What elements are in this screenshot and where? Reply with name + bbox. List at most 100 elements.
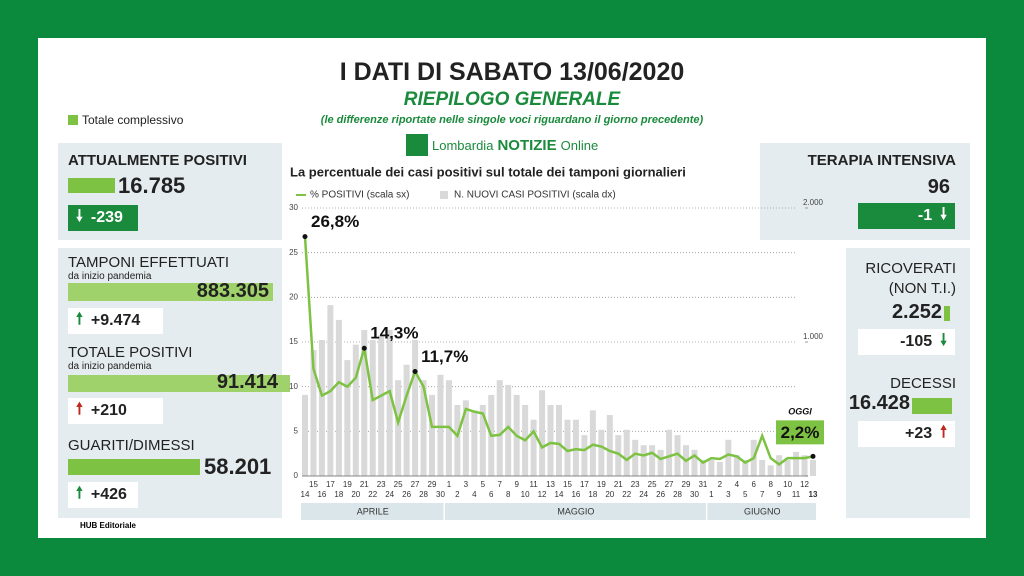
- x-tick-label: 9: [777, 490, 782, 499]
- bar: [640, 445, 647, 476]
- bar: [589, 410, 596, 476]
- x-tick-label: 13: [809, 490, 818, 499]
- x-tick-label: 13: [546, 480, 555, 489]
- bar: [657, 449, 664, 476]
- x-tick-label: 23: [631, 480, 640, 489]
- y-tick-label: 25: [289, 248, 298, 257]
- x-tick-label: 27: [665, 480, 674, 489]
- x-tick-label: 21: [360, 480, 369, 489]
- arrow-up: 🠕: [76, 484, 83, 502]
- x-tick-label: 14: [555, 490, 564, 499]
- data-label: 11,7%: [421, 347, 468, 366]
- x-tick-label: 19: [343, 480, 352, 489]
- note: (le differenze riportate nelle singole v…: [320, 114, 704, 126]
- point: [361, 345, 367, 351]
- data-label: 14,3%: [370, 324, 418, 343]
- delta: -1 🠗: [858, 203, 955, 229]
- x-tick-label: 5: [743, 490, 748, 499]
- point: [302, 234, 308, 240]
- bar: [674, 435, 681, 476]
- bar: [378, 335, 385, 476]
- x-tick-label: 8: [768, 480, 773, 489]
- subtitle: RIEPILOGO GENERALE: [403, 89, 621, 110]
- bar: [471, 410, 478, 476]
- bar: [742, 459, 749, 476]
- bar: [412, 339, 419, 476]
- stat-bar: [68, 459, 200, 475]
- x-tick-label: 26: [402, 490, 411, 499]
- month-band: [301, 503, 444, 520]
- bar: [784, 459, 791, 476]
- stat-title: GUARITI/DIMESSI: [68, 437, 195, 454]
- stat-title: TERAPIA INTENSIVA: [807, 152, 956, 169]
- bar: [572, 419, 579, 476]
- y-tick-label: 15: [289, 337, 298, 346]
- x-tick-label: 29: [682, 480, 691, 489]
- stat-title: TAMPONI EFFETTUATI: [68, 254, 230, 271]
- bar: [462, 400, 469, 476]
- bar: [547, 404, 554, 476]
- chart-title: La percentuale dei casi positivi sul tot…: [290, 164, 686, 179]
- delta-value: -239: [90, 209, 123, 226]
- x-tick-label: 25: [394, 480, 403, 489]
- x-tick-label: 2: [718, 480, 723, 489]
- stat-bar: [944, 306, 950, 321]
- bar: [361, 329, 368, 476]
- x-tick-label: 17: [580, 480, 589, 489]
- x-tick-label: 23: [377, 480, 386, 489]
- x-tick-label: 9: [514, 480, 519, 489]
- delta-value: -105: [900, 333, 933, 350]
- bar: [623, 429, 630, 476]
- x-tick-label: 1: [447, 480, 452, 489]
- stat-value: 58.201: [204, 454, 272, 479]
- stat-bar: [68, 283, 273, 301]
- x-tick-label: 3: [464, 480, 469, 489]
- bar: [454, 404, 461, 476]
- bar: [801, 455, 808, 476]
- delta-value: +426: [90, 486, 127, 503]
- line: [303, 236, 814, 466]
- x-tick-label: 20: [605, 490, 614, 499]
- bar: [310, 350, 317, 476]
- x-tick-label: 6: [752, 480, 757, 489]
- bar: [386, 329, 393, 476]
- bar: [496, 380, 503, 476]
- delta: 🠗 -239: [68, 205, 138, 231]
- delta: 🠕 +210: [68, 398, 163, 424]
- annotation: OGGI: [788, 407, 812, 417]
- y-tick-label: 20: [289, 292, 298, 301]
- legend-label: N. NUOVI CASI POSITIVI (scala dx): [454, 190, 616, 201]
- delta: -105 🠗: [858, 329, 955, 355]
- label-box: [776, 420, 824, 445]
- bar: [556, 404, 562, 476]
- bar: [318, 339, 325, 476]
- x-tick-label: 16: [571, 490, 580, 499]
- bar: [302, 394, 308, 476]
- point: [412, 368, 418, 374]
- x-tick-label: 24: [385, 490, 394, 499]
- delta-value: +23: [904, 425, 933, 442]
- bar: [767, 465, 774, 476]
- y-tick-label: 0: [294, 471, 299, 480]
- stat-value: 96: [927, 176, 950, 198]
- delta: +23 🠕: [858, 421, 955, 447]
- stat-title: (NON T.I.): [888, 280, 956, 297]
- stat-value: 883.305: [196, 280, 269, 302]
- x-tick-label: 22: [368, 490, 377, 499]
- brand-bold: NOTIZIE: [497, 136, 557, 154]
- bar: [539, 390, 546, 476]
- x-tick-label: 27: [411, 480, 420, 489]
- x-tick-label: 31: [698, 480, 707, 489]
- x-tick-label: 10: [783, 480, 792, 489]
- x-tick-label: 12: [800, 480, 809, 489]
- x-tick-label: 12: [538, 490, 547, 499]
- bar: [716, 461, 723, 476]
- bar: [352, 344, 359, 476]
- arrow-down: 🠗: [76, 207, 83, 225]
- x-tick-label: 19: [597, 480, 606, 489]
- bar: [344, 360, 351, 476]
- data-label: 26,8%: [311, 212, 359, 231]
- panel: [846, 248, 970, 518]
